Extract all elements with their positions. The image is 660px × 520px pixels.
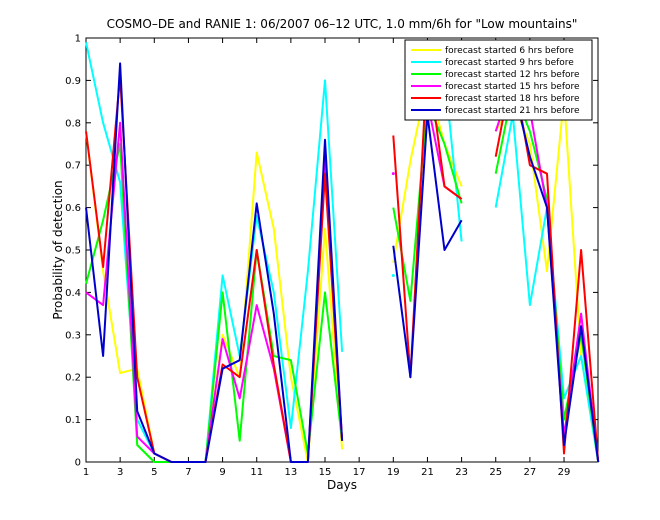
x-tick-label: 3 bbox=[117, 467, 123, 478]
legend: forecast started 6 hrs before forecast st… bbox=[404, 39, 593, 121]
y-axis-ticks: 0 0.1 0.2 0.3 0.4 0.5 0.6 0.7 0.8 0.9 1 bbox=[65, 34, 598, 469]
y-tick-label: 0.8 bbox=[65, 118, 81, 129]
y-tick-label: 0.2 bbox=[65, 373, 81, 384]
x-tick-label: 11 bbox=[250, 467, 263, 478]
x-tick-label: 21 bbox=[421, 467, 434, 478]
x-tick-label: 17 bbox=[353, 467, 366, 478]
y-tick-label: 0.1 bbox=[65, 415, 81, 426]
legend-entry: forecast started 18 hrs before bbox=[445, 94, 580, 104]
x-tick-label: 25 bbox=[489, 467, 502, 478]
y-tick-label: 0.4 bbox=[65, 288, 81, 299]
legend-entry: forecast started 12 hrs before bbox=[445, 70, 580, 80]
legend-box bbox=[404, 39, 593, 121]
y-tick-label: 0 bbox=[75, 458, 81, 469]
legend-entry: forecast started 9 hrs before bbox=[445, 58, 574, 68]
y-tick-label: 0.5 bbox=[65, 246, 81, 257]
x-tick-label: 27 bbox=[524, 467, 537, 478]
x-tick-label: 7 bbox=[185, 467, 191, 478]
series-line bbox=[85, 62, 344, 463]
series-point bbox=[391, 273, 395, 277]
x-tick-label: 23 bbox=[455, 467, 468, 478]
legend-entry: forecast started 21 hrs before bbox=[445, 106, 580, 116]
x-tick-label: 13 bbox=[285, 467, 298, 478]
y-tick-label: 1 bbox=[75, 34, 81, 45]
x-tick-label: 15 bbox=[319, 467, 332, 478]
x-tick-label: 1 bbox=[83, 467, 89, 478]
x-tick-label: 5 bbox=[151, 467, 157, 478]
legend-entry: forecast started 15 hrs before bbox=[445, 82, 580, 92]
y-tick-label: 0.7 bbox=[65, 161, 81, 172]
y-tick-label: 0.6 bbox=[65, 203, 81, 214]
chart-title: COSMO–DE and RANIE 1: 06/2007 06–12 UTC,… bbox=[107, 17, 578, 31]
y-tick-label: 0.3 bbox=[65, 330, 81, 341]
y-tick-label: 0.9 bbox=[65, 76, 81, 87]
x-tick-label: 29 bbox=[558, 467, 571, 478]
legend-entry: forecast started 6 hrs before bbox=[445, 46, 574, 56]
x-tick-label: 9 bbox=[219, 467, 225, 478]
series-point bbox=[391, 172, 395, 176]
y-axis-label: Probability of detection bbox=[51, 180, 65, 319]
x-axis-ticks: 1 3 5 7 9 11 13 15 17 19 21 23 25 27 29 bbox=[83, 38, 571, 478]
x-tick-label: 19 bbox=[387, 467, 400, 478]
series-lines bbox=[85, 41, 600, 463]
x-axis-label: Days bbox=[327, 478, 357, 492]
